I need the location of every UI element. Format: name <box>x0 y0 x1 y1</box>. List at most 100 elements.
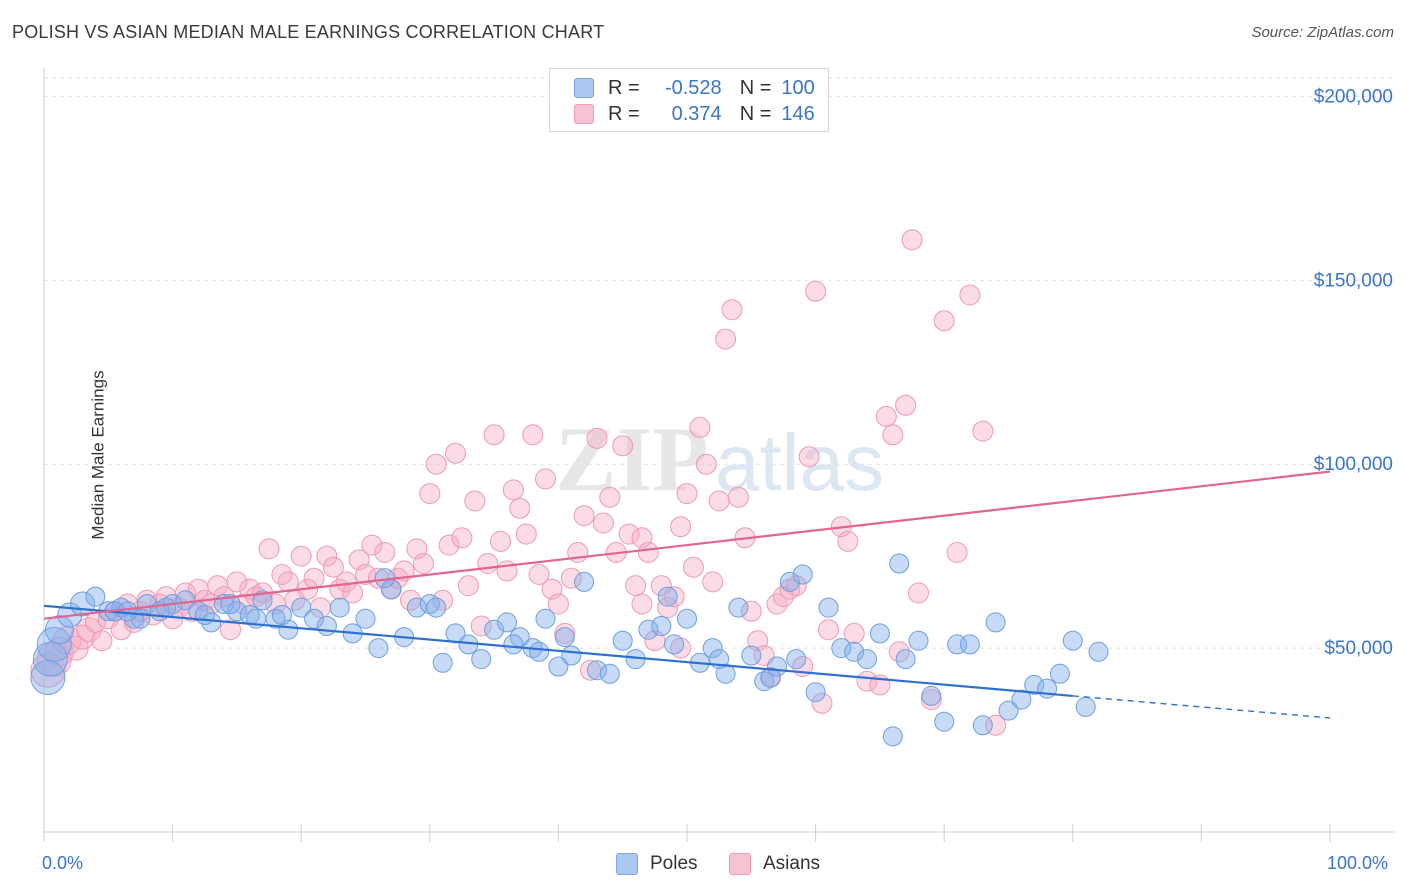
poles-point <box>972 715 993 736</box>
poles-trend-line <box>43 604 1073 698</box>
asians-point <box>277 571 299 593</box>
asians-point <box>875 405 897 427</box>
poles-point <box>278 619 299 640</box>
asians-point <box>805 280 827 302</box>
asians-point <box>522 424 544 446</box>
poles-point <box>1062 630 1083 651</box>
poles-point <box>934 711 955 732</box>
asians-point <box>226 571 248 593</box>
asians-point <box>920 689 942 711</box>
y-axis-label: Median Male Earnings <box>88 370 108 540</box>
asians-point <box>843 622 865 644</box>
asians-point <box>785 575 807 597</box>
watermark: ZIP atlas <box>555 408 884 510</box>
poles-point <box>329 597 350 618</box>
correlation-legend: R = -0.528 N = 100 R = 0.374 N = 146 <box>549 68 829 132</box>
asians-point <box>554 622 576 644</box>
asians-point <box>689 416 711 438</box>
asians-point <box>123 611 145 633</box>
poles-point <box>1088 641 1109 662</box>
poles-point <box>85 586 106 607</box>
asians-point <box>663 586 685 608</box>
asians-point <box>355 564 376 585</box>
asians-point <box>316 545 338 567</box>
r-value: 0.374 <box>671 102 722 125</box>
poles-point <box>484 619 505 640</box>
asians-point <box>702 571 724 593</box>
n-value: 146 <box>781 102 815 125</box>
asians-point <box>708 490 730 512</box>
r-value: -0.528 <box>664 76 722 99</box>
poles-swatch <box>616 853 638 875</box>
asians-point <box>779 578 801 600</box>
asians-point <box>670 516 692 538</box>
y-tick-label: $200,000 <box>1314 86 1393 107</box>
y-tick-labels: $50,000 $100,000 $150,000 $200,000 <box>1314 86 1393 659</box>
asians-point <box>425 453 447 475</box>
x-tick-label-min: 0.0% <box>42 853 84 873</box>
y-tick-label: $100,000 <box>1314 454 1393 475</box>
poles-point <box>869 623 890 644</box>
poles-point <box>587 660 607 681</box>
asians-swatch <box>574 104 594 124</box>
poles-point <box>355 608 376 629</box>
poles-point <box>574 571 595 592</box>
poles-point <box>432 652 453 673</box>
asians-point <box>631 593 653 615</box>
poles-point <box>419 594 440 614</box>
n-label: N = <box>739 76 772 99</box>
asians-point <box>972 420 994 442</box>
asians-point <box>419 483 441 505</box>
asians-point <box>721 299 743 321</box>
asians-point <box>592 512 614 534</box>
poles-point <box>497 612 517 633</box>
poles-swatch <box>574 78 594 98</box>
y-tick-label: $150,000 <box>1314 270 1393 291</box>
asians-point <box>837 530 859 552</box>
asians-point <box>933 310 955 332</box>
legend-row-poles: R = -0.528 N = 100 <box>574 76 815 100</box>
poles-point <box>831 638 852 659</box>
poles-label: Poles <box>650 853 698 874</box>
asians-point <box>515 523 537 545</box>
axes <box>43 68 1395 842</box>
poles-point <box>857 649 877 670</box>
asians-point <box>44 637 74 667</box>
poles-point <box>291 597 312 618</box>
asians-point <box>715 328 737 350</box>
asians-point <box>727 486 749 508</box>
asians-point <box>618 523 640 545</box>
watermark-zip: ZIP <box>555 408 708 510</box>
asians-point <box>361 534 383 556</box>
poles-point <box>1011 689 1032 710</box>
y-tick-label: $50,000 <box>1324 638 1393 659</box>
poles-point <box>136 594 157 614</box>
asians-point <box>959 284 981 306</box>
poles-point <box>715 663 736 684</box>
chart-title: POLISH VS ASIAN MEDIAN MALE EARNINGS COR… <box>12 22 605 42</box>
poles-point <box>252 590 273 611</box>
asians-point <box>882 424 904 446</box>
asians-point <box>895 394 917 416</box>
asians-point <box>451 527 473 549</box>
poles-point <box>44 615 74 645</box>
poles-point <box>959 634 980 655</box>
asians-point <box>586 427 608 449</box>
poles-point <box>677 608 697 629</box>
poles-point <box>503 634 524 655</box>
r-label: R = <box>608 102 640 125</box>
bottom-legend-poles: Poles <box>616 852 698 876</box>
asians-point <box>509 497 531 519</box>
asians-point <box>625 575 647 597</box>
poles-point <box>754 671 775 692</box>
asians-point <box>290 545 312 567</box>
asians-point <box>91 630 113 652</box>
poles-point <box>426 597 447 618</box>
watermark-atlas: atlas <box>715 418 884 507</box>
asians-point <box>612 435 634 457</box>
asians-point <box>483 424 505 446</box>
asians-point <box>464 490 486 512</box>
poles-point <box>792 564 813 585</box>
r-label: R = <box>608 76 640 99</box>
poles-point <box>638 619 659 640</box>
